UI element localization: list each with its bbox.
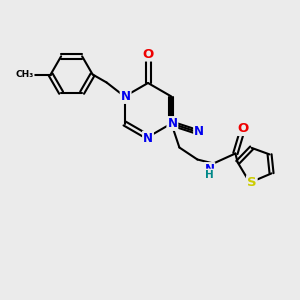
Text: N: N (167, 117, 177, 130)
Text: O: O (142, 47, 154, 61)
Text: H: H (205, 169, 214, 179)
Text: CH₃: CH₃ (16, 70, 34, 79)
Text: S: S (247, 176, 256, 189)
Text: O: O (238, 122, 249, 135)
Text: N: N (143, 131, 153, 145)
Text: N: N (121, 90, 130, 103)
Text: N: N (204, 163, 214, 176)
Text: N: N (194, 125, 204, 138)
